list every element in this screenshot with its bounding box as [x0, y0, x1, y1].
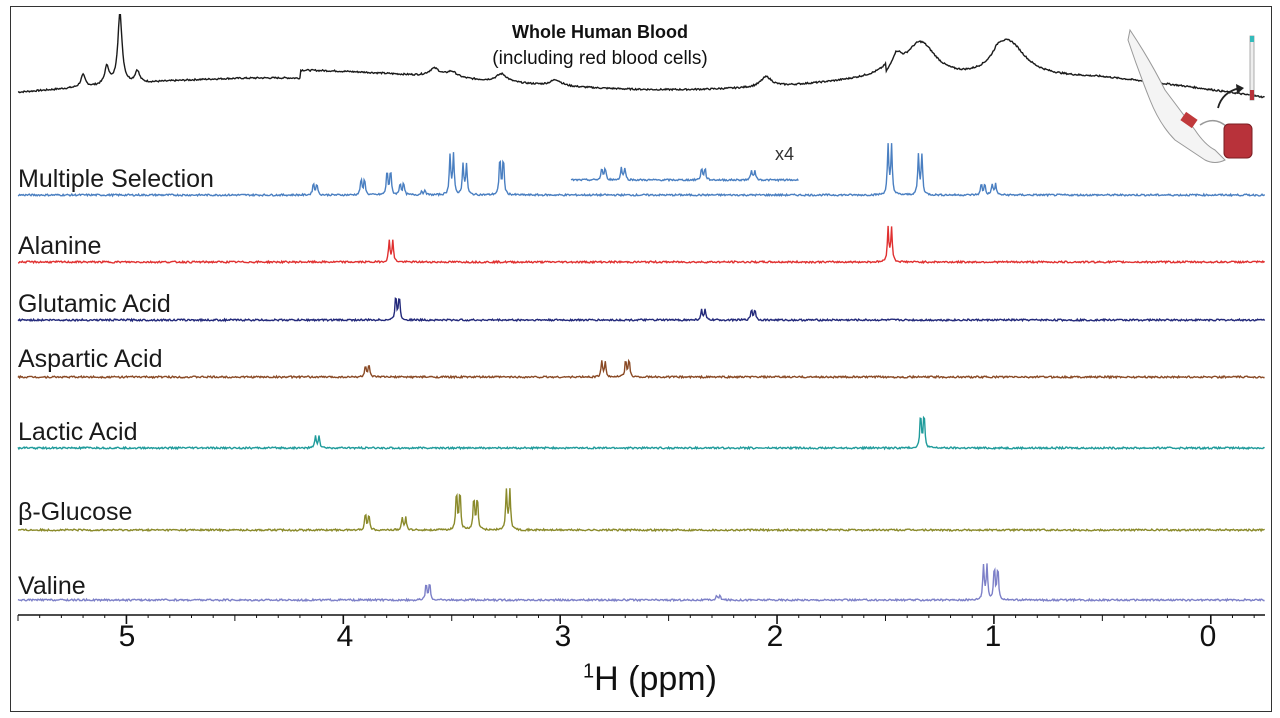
x-tick-label: 5: [118, 620, 136, 653]
spectrum-beta-glucose: [17, 488, 1265, 533]
label-beta-glucose: β-Glucose: [18, 498, 133, 526]
label-aspartic-acid: Aspartic Acid: [18, 345, 163, 373]
label-glutamic-acid: Glutamic Acid: [18, 290, 171, 318]
spectrum-multiple-selection: [17, 143, 1266, 198]
x-tick-label: 2: [766, 620, 784, 653]
spectrum-lactic-acid: [17, 415, 1265, 451]
spectrum-whole-blood: [17, 14, 1265, 99]
x-axis-label: 1H (ppm): [583, 660, 717, 698]
blood-draw-illustration: [1127, 28, 1255, 163]
chart-title: Whole Human Blood: [512, 22, 688, 42]
x-tick-label: 3: [554, 620, 572, 653]
figure-frame: [10, 6, 1272, 712]
spectrum-aspartic-acid: [17, 358, 1265, 380]
x-tick-label: 4: [336, 620, 354, 653]
x-tick-label: 0: [1199, 620, 1217, 653]
spectrum-valine: [17, 563, 1265, 603]
scale-annotation: x4: [775, 144, 795, 164]
spectrum-alanine: [17, 225, 1266, 265]
label-valine: Valine: [18, 572, 86, 600]
chart-subtitle: (including red blood cells): [492, 48, 708, 69]
label-alanine: Alanine: [18, 232, 102, 260]
spectrum-glutamic-acid: [17, 297, 1266, 323]
label-multiple-selection: Multiple Selection: [18, 165, 214, 193]
spectrum-inset-x4: [570, 166, 799, 183]
x-tick-label: 1: [984, 620, 1002, 653]
label-lactic-acid: Lactic Acid: [18, 418, 138, 446]
